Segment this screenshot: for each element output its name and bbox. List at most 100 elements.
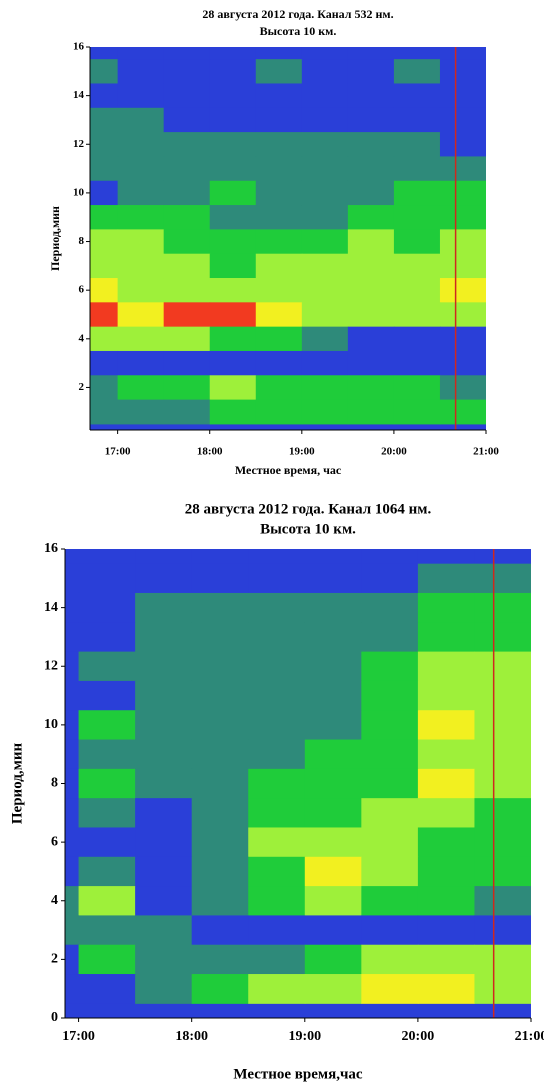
heat-cell	[304, 827, 362, 858]
heat-cell	[117, 229, 165, 255]
heat-cell	[209, 302, 257, 328]
heat-cell	[474, 651, 531, 682]
heat-cell	[417, 798, 475, 828]
heat-cell	[417, 549, 475, 565]
heat-cell	[90, 205, 119, 230]
heat-cell	[163, 302, 211, 328]
heat-cell	[347, 399, 395, 425]
x-tick-label: 17:00	[105, 446, 131, 458]
heat-cell	[78, 856, 136, 887]
heat-cell	[361, 944, 419, 975]
heat-cell	[90, 399, 119, 425]
heat-cell	[78, 944, 136, 975]
heat-cell	[304, 944, 362, 975]
y-tick-label: 0	[51, 1010, 58, 1025]
heat-cell	[191, 768, 249, 799]
heat-cell	[248, 798, 306, 828]
heat-cell	[248, 915, 306, 946]
heat-cell	[301, 253, 349, 279]
heat-cell	[361, 622, 419, 653]
y-tick-label: 6	[79, 284, 85, 296]
y-tick-label: 12	[73, 138, 85, 150]
heat-cell	[78, 710, 136, 741]
heat-cell	[90, 107, 119, 133]
heat-cell	[393, 253, 441, 279]
plot-group: 2 4 6 8 10 12 14 16 17:00 18:00 19:00 20:00 21:00 28 …	[48, 7, 500, 477]
heat-cell	[65, 563, 80, 594]
y-tick-label: 8	[51, 776, 58, 791]
heat-cell	[304, 651, 362, 682]
heat-cell	[65, 710, 80, 741]
heat-cell	[90, 180, 119, 206]
y-tick-label: 6	[51, 834, 58, 849]
heat-cell	[117, 107, 165, 133]
heat-cell	[393, 59, 441, 84]
heat-cell	[191, 592, 249, 623]
heat-cell	[304, 680, 362, 711]
heat-cell	[393, 83, 441, 109]
x-axis-label: Местное время,час	[233, 1066, 363, 1082]
heat-cell	[248, 680, 306, 711]
heat-cell	[248, 944, 306, 975]
heat-cell	[474, 768, 531, 799]
heat-cell	[248, 768, 306, 799]
heat-cell	[65, 856, 80, 887]
heat-cell	[117, 399, 165, 425]
heat-cell	[90, 278, 119, 303]
heat-cell	[163, 375, 211, 401]
heat-cell	[255, 59, 303, 84]
heat-cell	[117, 350, 165, 376]
y-tick-label: 10	[73, 186, 85, 198]
heat-cell	[361, 563, 419, 594]
heat-cell	[163, 47, 211, 60]
heat-cell	[117, 59, 165, 84]
y-tick-label: 16	[44, 541, 58, 556]
x-tick-label: 18:00	[197, 446, 223, 458]
heat-cell	[209, 180, 257, 206]
heat-cell	[393, 180, 441, 206]
heat-cell	[301, 47, 349, 60]
heat-cell	[439, 253, 486, 279]
y-tick-label: 12	[44, 658, 58, 673]
heat-cell	[163, 83, 211, 109]
heat-cell	[209, 253, 257, 279]
heat-cell	[163, 107, 211, 133]
heat-cell	[361, 768, 419, 799]
y-tick-label: 8	[79, 235, 85, 247]
heat-cell	[255, 83, 303, 109]
heat-cell	[474, 856, 531, 887]
heat-cell	[474, 915, 531, 946]
heat-cell	[439, 399, 486, 425]
heat-cell	[439, 350, 486, 376]
heat-cell	[191, 827, 249, 858]
heat-cell	[78, 768, 136, 799]
heat-cell	[78, 622, 136, 653]
heat-cell	[163, 180, 211, 206]
heat-cell	[439, 107, 486, 133]
heat-cell	[117, 302, 165, 328]
heat-cell	[117, 47, 165, 60]
y-tick-label: 4	[51, 893, 58, 908]
heat-cell	[255, 375, 303, 401]
heat-cell	[90, 375, 119, 401]
heat-cell	[301, 350, 349, 376]
heat-cell	[417, 974, 475, 1004]
heat-cell	[248, 592, 306, 623]
x-tick-label: 21:00	[515, 1029, 544, 1044]
heat-cell	[65, 886, 80, 916]
heat-cell	[304, 798, 362, 828]
x-tick-label: 20:00	[381, 446, 407, 458]
heat-cell	[347, 107, 395, 133]
heat-cell	[474, 680, 531, 711]
heat-cell	[439, 83, 486, 109]
heat-cell	[439, 47, 486, 60]
heat-cell	[304, 592, 362, 623]
heat-cell	[163, 132, 211, 157]
heat-cell	[301, 59, 349, 84]
heat-cell	[78, 592, 136, 623]
heat-cell	[209, 59, 257, 84]
heat-cell	[361, 680, 419, 711]
x-tick-label: 20:00	[402, 1029, 435, 1044]
heat-cell	[163, 253, 211, 279]
heat-cell	[347, 229, 395, 255]
